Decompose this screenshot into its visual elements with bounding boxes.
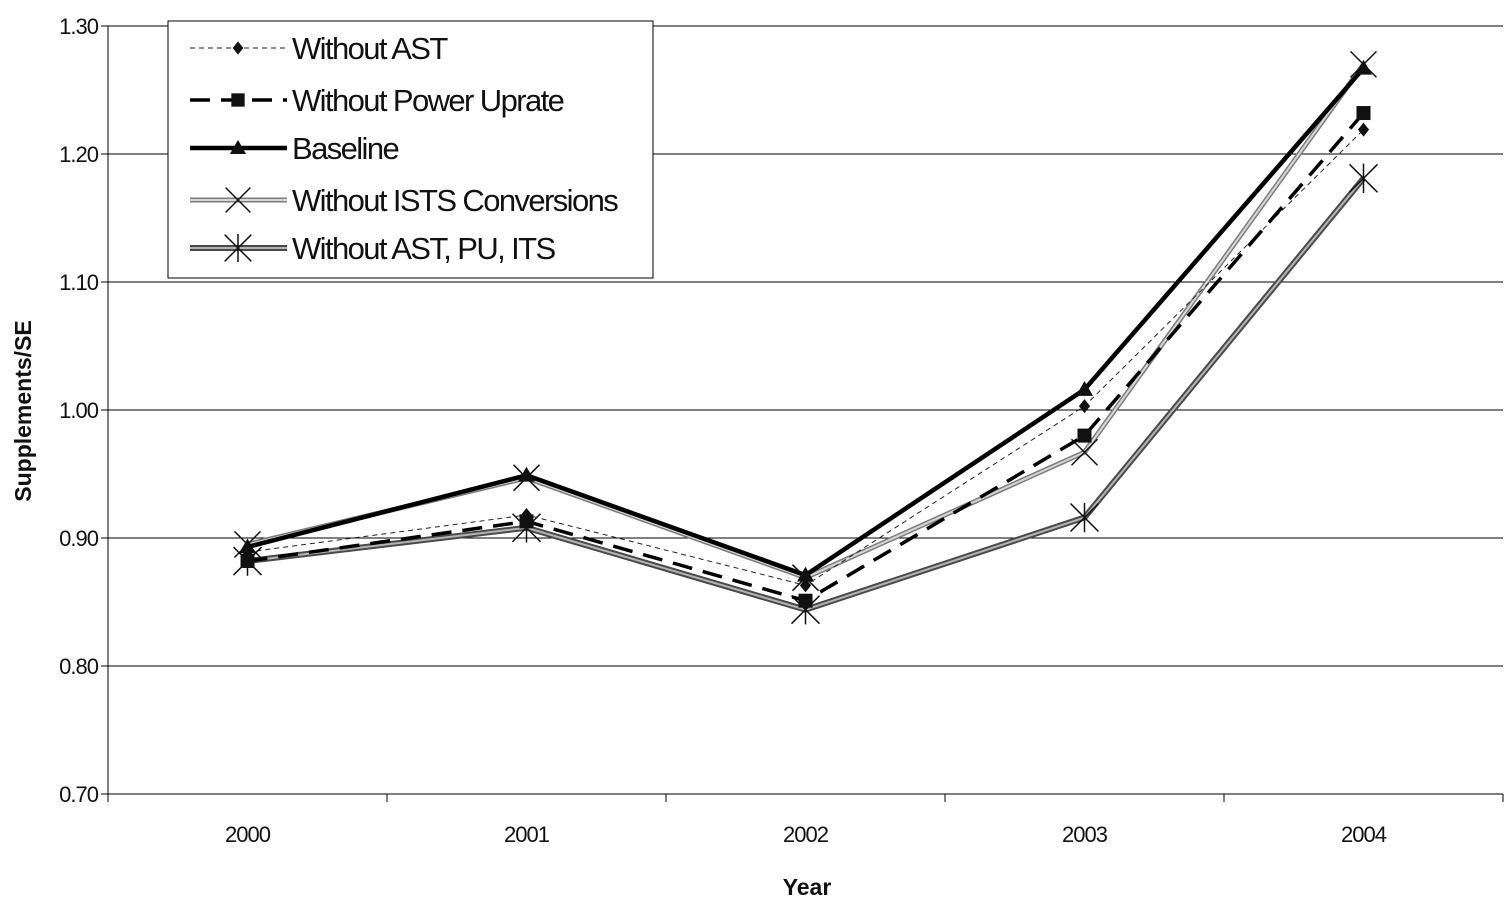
data-point-marker [1357,122,1370,137]
series-layer [232,50,1379,625]
axes: 0.70 0.80 0.90 1.00 1.10 1.20 1.30 2000 2001 2002… [59,14,1504,847]
data-point-marker [224,234,252,262]
data-point-marker [1070,438,1099,466]
series-without-power-uprate [240,106,1371,608]
legend-entry: Without Power Uprate [190,83,565,118]
data-point-marker [239,538,256,554]
legend-label: Without AST, PU, ITS [292,231,556,266]
series-baseline [239,59,1372,582]
y-tick-label: 0.90 [59,526,99,551]
legend-entry: Without AST, PU, ITS [190,231,557,266]
legend-entry: Baseline [190,131,400,166]
data-point-marker [799,578,812,593]
legend-entry: Without AST [190,31,450,66]
x-axis-title: Year [783,874,832,900]
legend-label: Without Power Uprate [292,83,564,118]
data-point-marker [1076,381,1093,396]
data-point-marker [1355,59,1372,75]
data-point-marker [1069,502,1100,533]
data-point-marker [240,554,255,569]
data-point-marker [518,466,535,482]
legend-entry: Without ISTS Conversions [190,183,620,218]
legend-label: Without ISTS Conversions [292,183,618,218]
x-tick-label: 2001 [504,822,550,847]
y-tick-label: 1.30 [59,14,99,39]
data-point-marker [797,566,814,582]
legend-label: Baseline [292,131,398,166]
y-tick-label: 0.70 [59,782,99,807]
data-point-marker [798,593,813,608]
x-tick-label: 2003 [1062,822,1108,847]
data-point-marker [1077,428,1092,443]
data-point-marker [225,187,251,213]
x-tick-label: 2002 [783,822,829,847]
y-axis-title: Supplements/SE [10,320,36,501]
data-point-marker [232,41,244,55]
legend-label: Without AST [292,31,448,66]
y-tick-label: 1.00 [59,398,99,423]
y-tick-label: 0.80 [59,654,99,679]
legend: Without AST Without Power Uprate Baseline W… [167,20,654,279]
series-without-ast-pu-its [232,163,1379,625]
y-tick-label: 1.20 [59,142,99,167]
data-point-marker [231,93,245,107]
y-tick-label: 1.10 [59,270,99,295]
data-point-marker [229,139,247,155]
data-point-marker [1348,163,1379,194]
data-point-marker [1356,106,1371,121]
data-point-marker [519,514,534,529]
x-tick-label: 2000 [225,822,271,847]
x-tick-label: 2004 [1341,822,1387,847]
data-point-marker [1078,399,1091,414]
